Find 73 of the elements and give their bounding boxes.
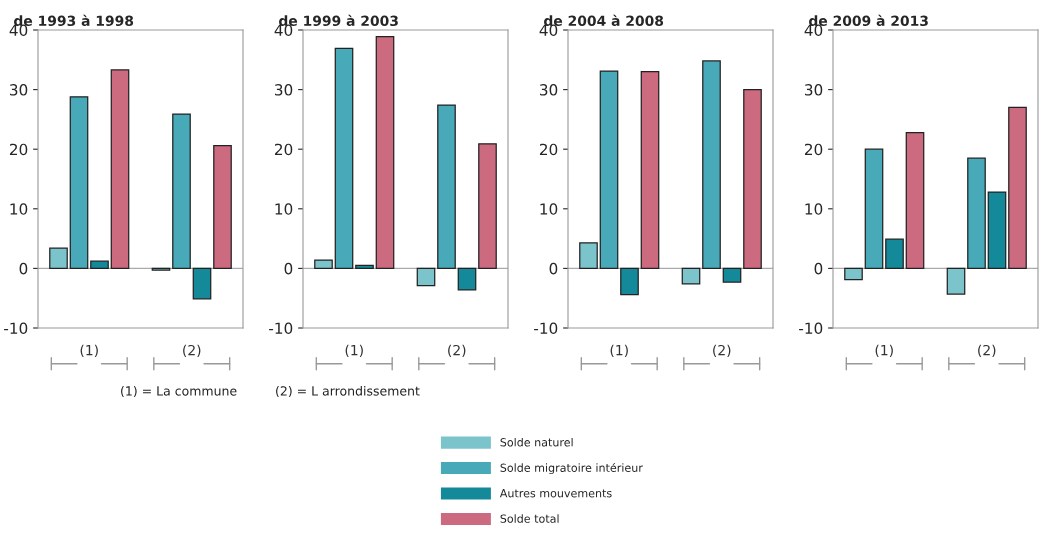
y-tick-label: 40: [804, 24, 823, 37]
bar: [314, 259, 333, 270]
bar: [681, 267, 701, 285]
bar: [172, 113, 191, 270]
y-tick-label: 30: [805, 84, 823, 96]
bar: [702, 60, 721, 270]
text: (1) = La commune: [121, 385, 237, 398]
bar: [213, 144, 232, 270]
y-tick-label: 20: [539, 143, 558, 156]
x-tick-label: (2): [448, 344, 466, 358]
y-tick-label: -10: [269, 322, 293, 335]
chart-title: de 2004 à 2008: [544, 14, 664, 27]
bar: [946, 267, 966, 295]
y-tick-label: 20: [9, 143, 28, 156]
y-tick-label: 10: [540, 203, 558, 215]
y-tick-label: 10: [10, 203, 28, 215]
y-tick-label: 10: [805, 203, 823, 215]
bar: [620, 267, 639, 296]
bar: [49, 247, 68, 270]
y-tick-label: 30: [540, 84, 558, 96]
chart-title: de 1999 à 2003: [279, 14, 398, 27]
x-tick-label: (2): [183, 344, 201, 358]
bar: [457, 267, 477, 291]
bar: [885, 238, 904, 270]
legend-label: Solde total: [500, 514, 559, 523]
chart-title: de 2009 à 2013: [809, 14, 928, 27]
y-tick-label: 0: [284, 262, 293, 275]
y-tick-label: -10: [4, 322, 28, 335]
bar: [478, 143, 497, 270]
bar: [640, 71, 660, 270]
y-tick-label: 20: [804, 143, 823, 156]
bar: [355, 264, 374, 270]
x-tick-label: (1): [610, 344, 628, 358]
y-tick-label: 40: [274, 24, 293, 37]
y-tick-label: 20: [274, 143, 293, 156]
y-tick-label: -10: [534, 322, 558, 335]
bar: [967, 157, 986, 270]
y-tick-label: 40: [9, 24, 28, 37]
bar: [864, 148, 884, 270]
y-tick-label: 30: [275, 84, 293, 96]
x-tick-label: (2): [978, 344, 996, 358]
bar: [69, 96, 89, 270]
bar: [722, 267, 742, 283]
bar: [743, 88, 762, 270]
bar: [437, 104, 456, 270]
y-tick-label: -10: [799, 322, 823, 335]
bar: [334, 47, 354, 270]
x-tick-label: (1): [80, 344, 98, 358]
bar: [905, 131, 925, 270]
y-tick-label: 0: [19, 262, 28, 275]
chart-title: de 1993 à 1998: [14, 14, 134, 27]
legend-label: Solde migratoire intérieur: [500, 462, 643, 475]
legend-label: Autres mouvements: [499, 489, 612, 498]
bar: [599, 70, 619, 270]
bar: [110, 69, 130, 270]
bar: [579, 242, 598, 270]
bar: [192, 267, 212, 300]
bar: [844, 267, 863, 281]
bar: [987, 191, 1007, 270]
y-tick-label: 0: [549, 262, 558, 275]
y-tick-label: 0: [814, 262, 823, 275]
y-tick-label: 30: [10, 84, 28, 96]
bar: [375, 35, 395, 270]
text: (2) = L arrondissement: [276, 385, 420, 398]
bar: [90, 260, 109, 270]
x-tick-label: (2): [713, 344, 731, 358]
bar: [416, 267, 436, 287]
x-tick-label: (1): [345, 344, 363, 358]
bar: [1008, 106, 1027, 270]
legend-label: Solde naturel: [500, 437, 573, 447]
y-tick-label: 40: [539, 24, 558, 37]
y-tick-label: 10: [275, 203, 293, 215]
x-tick-label: (1): [875, 344, 893, 358]
